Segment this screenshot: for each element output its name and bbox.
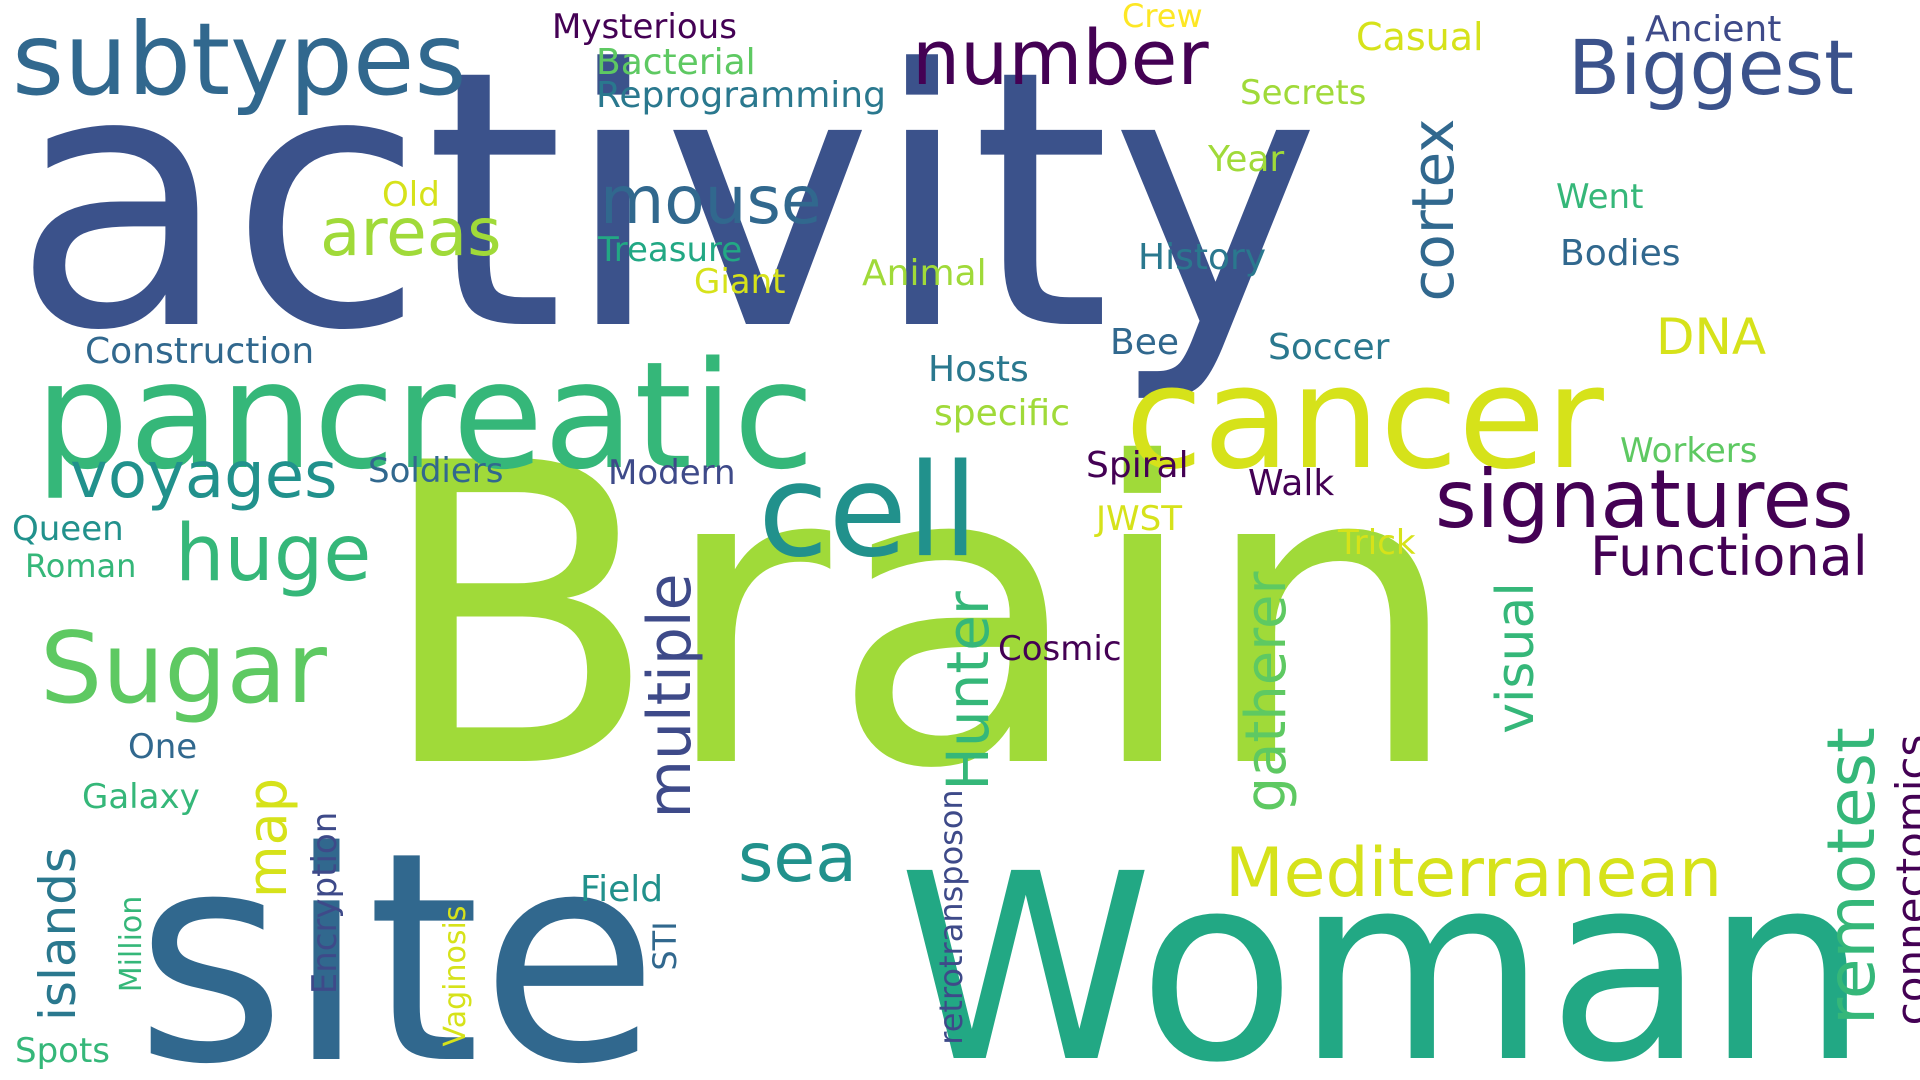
word-number: number <box>912 13 1209 102</box>
word-multiple: multiple <box>635 573 705 819</box>
word-treasure: Treasure <box>598 230 743 270</box>
word-site: site <box>135 791 659 1080</box>
word-activity: activity <box>12 0 1321 408</box>
word-secrets: Secrets <box>1240 73 1367 113</box>
word-year: Year <box>1208 139 1285 180</box>
word-sti: STI <box>646 921 684 971</box>
word-spiral: Spiral <box>1086 445 1189 486</box>
word-cancer: cancer <box>1125 336 1604 501</box>
word-casual: Casual <box>1356 15 1484 59</box>
word-specific: specific <box>934 393 1071 434</box>
word-history: History <box>1138 237 1267 278</box>
word-field: Field <box>580 869 664 910</box>
word-walk: Walk <box>1248 463 1335 504</box>
word-connectomics: connectomics <box>1887 734 1920 1026</box>
word-ancient: Ancient <box>1645 9 1782 50</box>
word-dna: DNA <box>1656 308 1767 366</box>
word-mediterranean: Mediterranean <box>1225 834 1723 913</box>
word-signatures: signatures <box>1435 453 1854 546</box>
word-modern: Modern <box>608 453 736 493</box>
word-woman: Woman <box>898 819 1869 1080</box>
word-old: Old <box>382 175 440 215</box>
word-soldiers: Soldiers <box>368 451 504 491</box>
word-queen: Queen <box>12 509 124 549</box>
word-bee: Bee <box>1110 322 1179 363</box>
word-brain: Brain <box>375 376 1463 859</box>
word-cosmic: Cosmic <box>998 629 1122 669</box>
word-remotest: remotest <box>1813 727 1890 1025</box>
word-spots: Spots <box>15 1031 111 1071</box>
word-pancreatic: pancreatic <box>35 330 815 502</box>
word-animal: Animal <box>862 253 987 294</box>
word-million: Million <box>114 895 149 993</box>
word-galaxy: Galaxy <box>82 777 200 817</box>
word-jwst: JWST <box>1096 499 1182 539</box>
word-bodies: Bodies <box>1560 233 1681 274</box>
word-sea: sea <box>738 819 857 898</box>
word-retrotransposon: retrotransposon <box>932 789 970 1045</box>
word-encryption: Encryption <box>305 811 345 995</box>
word-workers: Workers <box>1620 431 1758 471</box>
word-sugar: Sugar <box>40 612 327 726</box>
word-cortex: cortex <box>1399 118 1467 302</box>
word-map: map <box>236 778 299 898</box>
word-crew: Crew <box>1122 0 1203 35</box>
word-construction: Construction <box>85 331 315 372</box>
word-reprogramming: Reprogramming <box>596 75 886 116</box>
word-went: Went <box>1556 177 1644 217</box>
word-vaginosis: Vaginosis <box>438 905 473 1047</box>
word-trick: Trick <box>1338 523 1416 563</box>
word-voyages: voyages <box>70 439 338 513</box>
word-biggest: Biggest <box>1568 23 1854 112</box>
word-giant: Giant <box>694 262 786 302</box>
word-one: One <box>128 727 198 767</box>
word-soccer: Soccer <box>1268 327 1390 368</box>
word-bacterial: Bacterial <box>596 42 756 83</box>
word-functional: Functional <box>1590 525 1868 588</box>
word-mouse: mouse <box>600 162 822 239</box>
word-areas: areas <box>320 194 502 271</box>
word-roman: Roman <box>25 547 137 585</box>
word-gatherer: gatherer <box>1234 571 1299 813</box>
word-hosts: Hosts <box>928 349 1029 390</box>
word-subtypes: subtypes <box>12 1 467 118</box>
word-mysterious: Mysterious <box>552 7 737 47</box>
word-cell: cell <box>758 437 979 586</box>
word-visual: visual <box>1486 582 1546 734</box>
word-huge: huge <box>175 509 372 599</box>
